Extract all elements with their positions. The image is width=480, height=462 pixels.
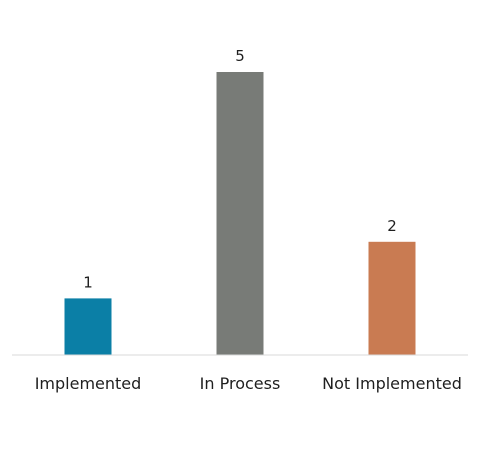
data-label-not-implemented: 2 bbox=[387, 217, 397, 235]
data-label-implemented: 1 bbox=[83, 273, 93, 291]
data-label-in-process: 5 bbox=[235, 47, 245, 65]
bars-group bbox=[64, 72, 416, 355]
x-tick-label-in-process: In Process bbox=[200, 374, 281, 393]
bar-in-process bbox=[216, 72, 264, 355]
x-tick-label-not-implemented: Not Implemented bbox=[322, 374, 462, 393]
x-labels-group: Implemented In Process Not Implemented bbox=[35, 374, 462, 393]
x-tick-label-implemented: Implemented bbox=[35, 374, 142, 393]
bar-implemented bbox=[64, 298, 112, 355]
bar-not-implemented bbox=[368, 241, 416, 355]
data-labels-group: 1 5 2 bbox=[83, 47, 397, 291]
